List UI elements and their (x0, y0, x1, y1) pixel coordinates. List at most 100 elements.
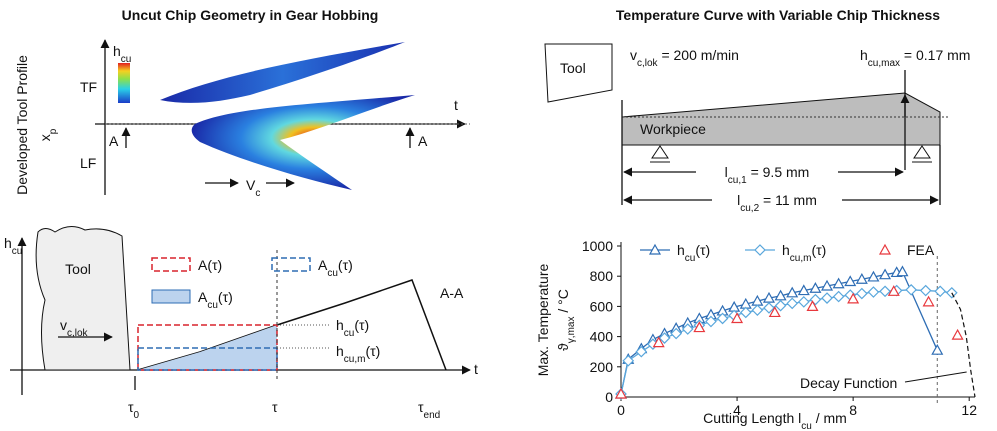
l2-label: lcu,2 = 11 mm (737, 192, 817, 214)
section-label: A-A (440, 285, 464, 301)
subscript: γ,max (566, 317, 577, 344)
panel-title: Uncut Chip Geometry in Gear Hobbing (122, 7, 379, 23)
marker (797, 296, 810, 308)
text-part: Cutting Length l (703, 410, 801, 426)
section-label: A (109, 133, 119, 149)
tau-label: τ (272, 399, 278, 415)
lf-label: LF (80, 155, 96, 171)
marker (879, 285, 891, 298)
marker (622, 354, 635, 367)
text-part: ϑ (555, 343, 571, 351)
subscript: cu (207, 300, 218, 311)
marker (786, 297, 799, 310)
colorbar-label: hcu (113, 43, 131, 65)
tool-label: Tool (65, 261, 91, 277)
chart: Max. Temperature ϑγ,max / °C Cutting Len… (535, 238, 977, 431)
marker (806, 300, 819, 311)
subscript: cu (344, 328, 355, 339)
marker (931, 343, 944, 355)
marker (739, 306, 752, 319)
tf-label: TF (80, 79, 97, 95)
area (138, 325, 277, 370)
marker (855, 272, 868, 284)
legend-label: Acu(τ) (318, 257, 353, 279)
velocity-label: Vc (246, 177, 260, 199)
support (650, 145, 670, 163)
marker (797, 284, 810, 296)
legend-label: hcu,m(τ) (782, 242, 826, 264)
text-part: h (860, 47, 868, 63)
tool-label: Tool (560, 60, 586, 76)
subscript: cu,2 (740, 203, 759, 214)
text-part: = 0.17 mm (900, 47, 970, 63)
text-part: h (336, 317, 344, 333)
marker (879, 268, 892, 280)
xp-label: xp (37, 128, 59, 141)
marker (754, 244, 766, 256)
legend-label: A(τ) (198, 257, 222, 273)
marker (705, 315, 717, 328)
marker (887, 285, 900, 296)
text-part: τ (128, 399, 134, 415)
legend-label: Acu(τ) (198, 289, 233, 311)
text-part: v (630, 47, 637, 63)
y-label: ϑγ,max / °C (555, 289, 577, 351)
subscript: c,lok (67, 328, 89, 339)
marker (648, 243, 662, 255)
text-part: A (198, 289, 208, 305)
subscript: cu,max (868, 58, 900, 69)
text-part: v (60, 317, 67, 333)
l1-label: lcu,1 = 9.5 mm (725, 164, 810, 186)
legend-label: hcu(τ) (677, 242, 710, 264)
text-part: (τ) (365, 343, 380, 359)
hmax-label: hcu,max = 0.17 mm (860, 47, 970, 69)
subscript: 0 (134, 410, 140, 421)
text-part: (τ) (695, 242, 710, 258)
text-part: (τ) (811, 242, 826, 258)
tauend-label: τend (418, 399, 440, 421)
marker (670, 327, 682, 340)
marker (716, 312, 729, 325)
t-label: t (454, 97, 458, 113)
y-label: Max. Temperature (535, 264, 551, 377)
text-part: h (113, 43, 121, 59)
x-tick-label: 4 (733, 402, 741, 418)
marker (878, 243, 892, 255)
text-part: h (677, 242, 685, 258)
text-part: V (246, 177, 256, 193)
text-part: (τ) (354, 317, 369, 333)
marker (832, 277, 845, 289)
legend-label: FEA (907, 242, 935, 258)
subscript: end (424, 410, 441, 421)
text-part: τ (418, 399, 424, 415)
marker (751, 304, 764, 317)
marker (635, 345, 648, 358)
subscript: cu (121, 54, 132, 65)
subscript: c (255, 188, 260, 199)
text-part: = 9.5 mm (747, 164, 810, 180)
marker (809, 282, 822, 293)
section-label: A (418, 133, 428, 149)
marker (614, 387, 628, 399)
velocity-label: vc,lok (60, 317, 89, 339)
subscript: cu,m (344, 354, 366, 365)
velocity-label: vc,lok = 200 m/min (630, 47, 739, 69)
subscript: cu (327, 268, 338, 279)
y-label: Developed Tool Profile (14, 55, 30, 195)
legend-swatch (151, 257, 191, 272)
tool (544, 43, 613, 103)
marker (763, 302, 775, 314)
x-tick-label: 8 (849, 402, 857, 418)
marker (855, 287, 868, 300)
text-part: / °C (555, 289, 571, 316)
subscript: cu,m (790, 253, 812, 264)
marker (919, 284, 932, 297)
marker (934, 285, 947, 298)
annotation: Decay Function (800, 375, 897, 391)
marker (905, 283, 918, 296)
annotation-line (904, 371, 967, 383)
t-label: t (474, 361, 478, 377)
marker (951, 328, 964, 340)
x-tick-label: 0 (617, 402, 625, 418)
